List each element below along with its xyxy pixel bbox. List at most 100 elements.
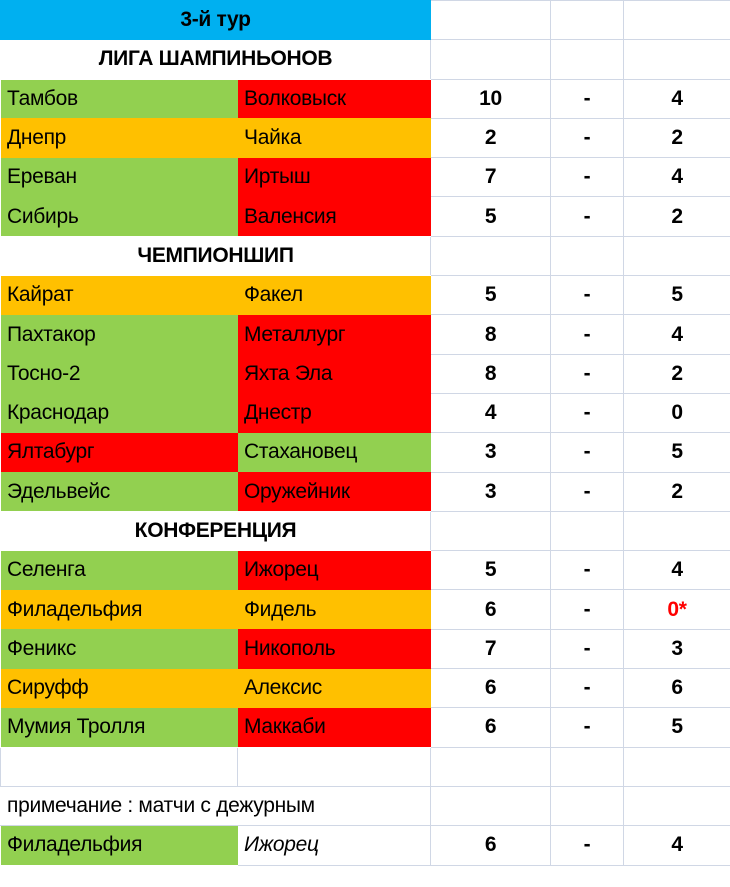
home-team[interactable]: Тосно-2 xyxy=(0,354,238,394)
note-text[interactable]: примечание : матчи с дежурным xyxy=(0,785,432,827)
empty-cell[interactable] xyxy=(430,0,552,41)
home-score[interactable]: 5 xyxy=(430,550,552,591)
empty-cell[interactable] xyxy=(623,0,730,41)
home-score[interactable]: 8 xyxy=(430,314,552,355)
home-team[interactable]: Тамбов xyxy=(0,79,238,119)
home-score[interactable]: 7 xyxy=(430,628,552,670)
home-team[interactable]: Ялтабург xyxy=(0,432,238,473)
home-team[interactable]: Днепр xyxy=(0,118,238,158)
home-team[interactable]: Эдельвейс xyxy=(0,472,238,512)
empty-cell[interactable] xyxy=(430,746,552,787)
score-separator[interactable]: - xyxy=(550,432,625,473)
away-team[interactable]: Маккаби xyxy=(237,707,431,748)
score-separator[interactable]: - xyxy=(550,78,625,119)
home-score[interactable]: 4 xyxy=(430,392,552,434)
away-team[interactable]: Яхта Эла xyxy=(237,354,431,394)
away-team[interactable]: Оружейник xyxy=(237,472,431,512)
home-team[interactable]: Сибирь xyxy=(0,196,238,237)
away-team[interactable]: Стахановец xyxy=(237,432,431,473)
home-score[interactable]: 7 xyxy=(430,157,552,198)
away-score[interactable]: 4 xyxy=(623,78,730,119)
empty-cell[interactable] xyxy=(623,746,730,787)
away-team[interactable]: Фидель xyxy=(237,589,431,630)
empty-cell[interactable] xyxy=(550,0,625,41)
empty-cell[interactable] xyxy=(236,746,432,787)
away-score[interactable]: 2 xyxy=(623,196,730,237)
section-title[interactable]: ЧЕМПИОНШИП xyxy=(0,235,432,277)
away-score[interactable]: 4 xyxy=(623,157,730,198)
score-separator[interactable]: - xyxy=(550,668,625,709)
away-team[interactable]: Днестр xyxy=(237,393,431,433)
away-team[interactable]: Алексис xyxy=(237,668,431,708)
score-separator[interactable]: - xyxy=(550,196,625,237)
away-score[interactable]: 4 xyxy=(623,550,730,591)
home-team[interactable]: Филадельфия xyxy=(0,825,238,866)
away-team[interactable]: Чайка xyxy=(237,118,431,158)
home-score[interactable]: 5 xyxy=(430,196,552,237)
score-separator[interactable]: - xyxy=(550,117,625,159)
empty-cell[interactable] xyxy=(430,39,552,80)
home-team[interactable]: Краснодар xyxy=(0,393,238,433)
empty-cell[interactable] xyxy=(550,746,625,787)
away-score[interactable]: 6 xyxy=(623,668,730,709)
score-separator[interactable]: - xyxy=(550,392,625,434)
empty-cell[interactable] xyxy=(430,235,552,277)
section-title[interactable]: КОНФЕРЕНЦИЯ xyxy=(0,510,432,552)
home-team[interactable]: Филадельфия xyxy=(0,589,238,630)
home-score[interactable]: 2 xyxy=(430,117,552,159)
away-team[interactable]: Иртыш xyxy=(237,157,431,197)
score-separator[interactable]: - xyxy=(550,314,625,355)
away-score[interactable]: 5 xyxy=(623,707,730,748)
home-score[interactable]: 10 xyxy=(430,78,552,119)
empty-cell[interactable] xyxy=(623,235,730,277)
home-team[interactable]: Кайрат xyxy=(0,275,238,315)
away-score[interactable]: 2 xyxy=(623,117,730,159)
score-separator[interactable]: - xyxy=(550,275,625,316)
empty-cell[interactable] xyxy=(623,785,730,827)
section-title[interactable]: ЛИГА ШАМПИНЬОНОВ xyxy=(0,39,432,80)
home-team[interactable]: Ереван xyxy=(0,157,238,197)
home-score[interactable]: 3 xyxy=(430,471,552,512)
empty-cell[interactable] xyxy=(550,39,625,80)
away-team[interactable]: Металлург xyxy=(237,314,431,355)
away-score[interactable]: 4 xyxy=(623,825,730,866)
away-score[interactable]: 5 xyxy=(623,275,730,316)
away-score[interactable]: 0* xyxy=(623,589,730,630)
empty-cell[interactable] xyxy=(623,39,730,80)
empty-cell[interactable] xyxy=(550,785,625,827)
home-team[interactable]: Мумия Тролля xyxy=(0,707,238,748)
score-separator[interactable]: - xyxy=(550,589,625,630)
away-score[interactable]: 2 xyxy=(623,471,730,512)
score-separator[interactable]: - xyxy=(550,825,625,866)
away-score[interactable]: 0 xyxy=(623,392,730,434)
home-score[interactable]: 3 xyxy=(430,432,552,473)
away-score[interactable]: 2 xyxy=(623,353,730,394)
home-score[interactable]: 6 xyxy=(430,668,552,709)
away-team[interactable]: Никополь xyxy=(237,629,431,669)
score-separator[interactable]: - xyxy=(550,157,625,198)
home-score[interactable]: 6 xyxy=(430,825,552,866)
empty-cell[interactable] xyxy=(430,785,552,827)
away-team[interactable]: Ижорец xyxy=(236,825,432,866)
home-score[interactable]: 6 xyxy=(430,589,552,630)
empty-cell[interactable] xyxy=(550,510,625,552)
empty-cell[interactable] xyxy=(623,510,730,552)
home-team[interactable]: Пахтакор xyxy=(0,314,238,355)
home-score[interactable]: 5 xyxy=(430,275,552,316)
empty-cell[interactable] xyxy=(430,510,552,552)
away-score[interactable]: 5 xyxy=(623,432,730,473)
away-team[interactable]: Волковыск xyxy=(237,79,431,119)
home-team[interactable]: Селенга xyxy=(0,550,238,590)
score-separator[interactable]: - xyxy=(550,550,625,591)
away-score[interactable]: 4 xyxy=(623,314,730,355)
home-score[interactable]: 6 xyxy=(430,707,552,748)
home-team[interactable]: Феникс xyxy=(0,629,238,669)
home-score[interactable]: 8 xyxy=(430,353,552,394)
away-team[interactable]: Ижорец xyxy=(237,550,431,590)
round-title[interactable]: 3-й тур xyxy=(0,0,432,41)
empty-cell[interactable] xyxy=(0,746,238,787)
score-separator[interactable]: - xyxy=(550,628,625,670)
score-separator[interactable]: - xyxy=(550,707,625,748)
score-separator[interactable]: - xyxy=(550,471,625,512)
home-team[interactable]: Сируфф xyxy=(0,668,238,708)
